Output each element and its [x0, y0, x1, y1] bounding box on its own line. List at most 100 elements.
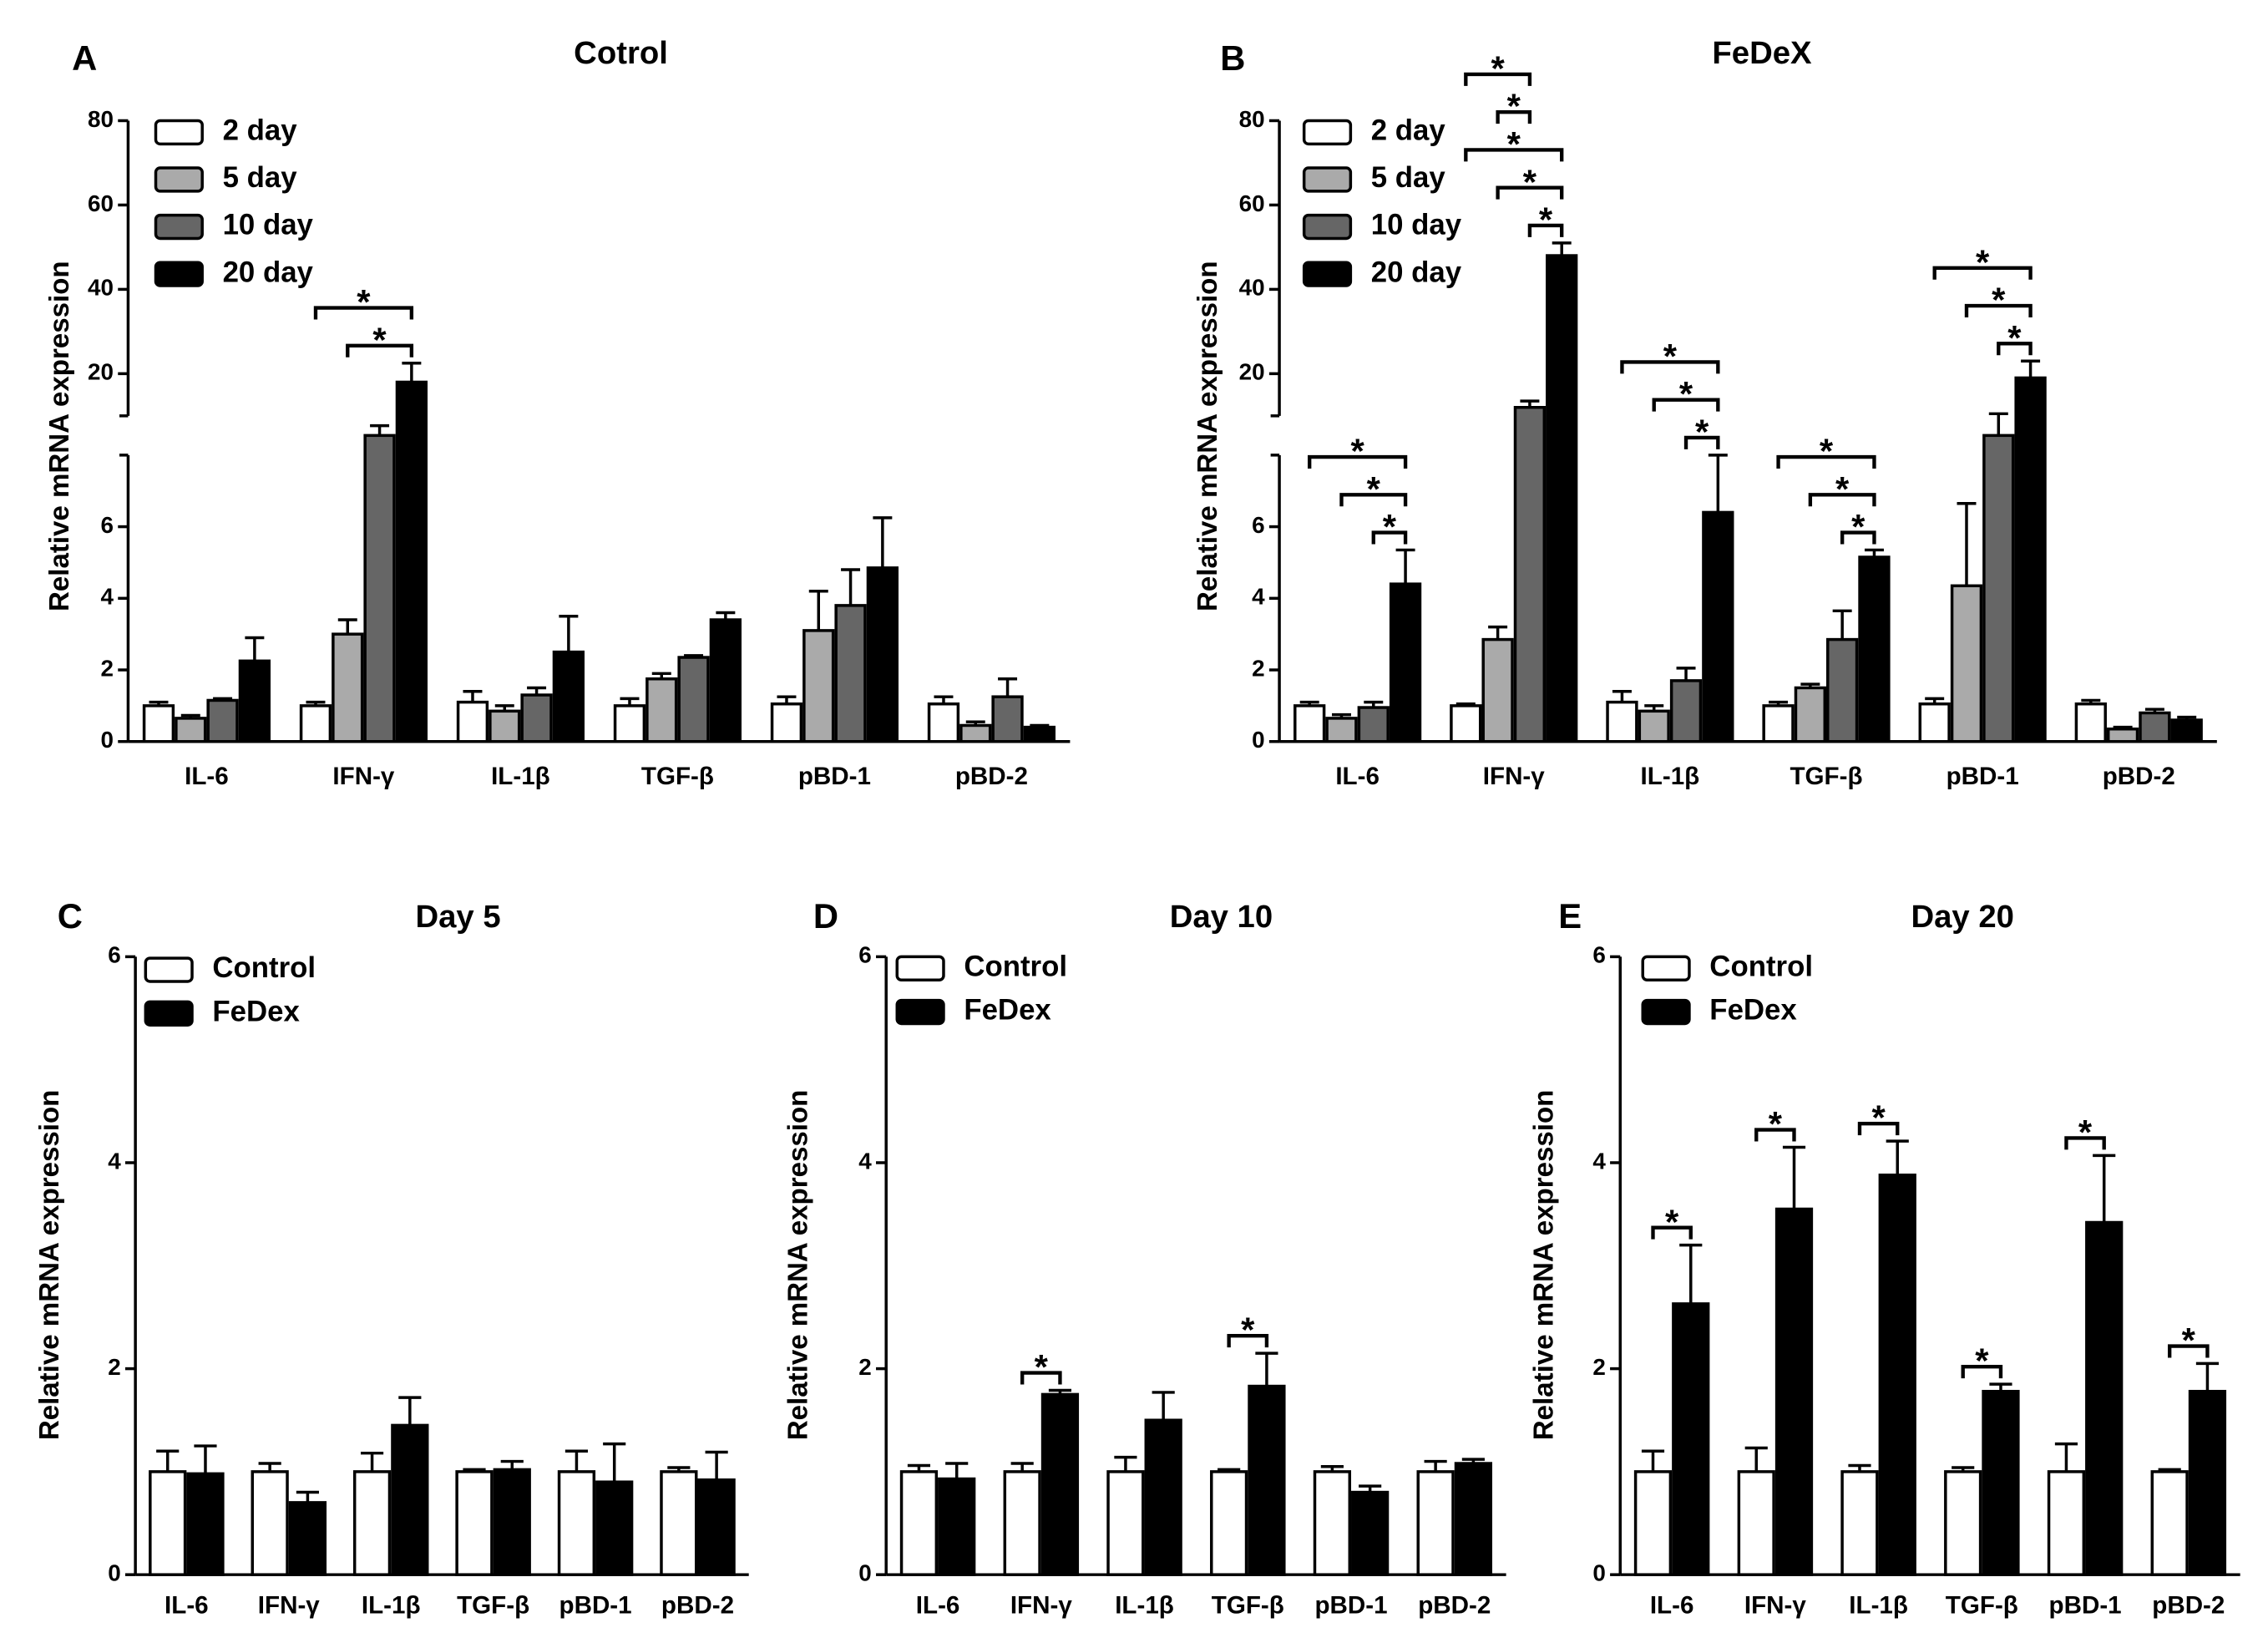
y-tick-label: 2: [108, 1354, 121, 1380]
significance-bracket: [1227, 1334, 1269, 1348]
significance-bracket: [2064, 1136, 2106, 1150]
legend-swatch: [1641, 955, 1691, 981]
bar: [552, 650, 585, 743]
x-tick-label: IL-6: [1335, 763, 1380, 790]
y-tick-label: 6: [1252, 512, 1265, 538]
legend-swatch: [1302, 166, 1353, 193]
panel: D Day 10 Relative mRNA expression 0 2 4 6 IL-6 I…: [782, 896, 1506, 1619]
x-tick-label: IL-6: [1650, 1591, 1694, 1619]
legend-label: FeDex: [212, 995, 300, 1027]
x-tick-label: IFN-γ: [332, 763, 394, 790]
y-tick-label: 0: [101, 727, 114, 753]
legend-swatch: [1302, 261, 1353, 287]
y-axis-label: Relative mRNA expression: [782, 1090, 813, 1441]
x-tick-label: pBD-2: [1418, 1591, 1491, 1619]
chart-title: Day 5: [415, 899, 500, 935]
y-tick-label: 40: [1239, 275, 1265, 301]
bar: [1826, 637, 1859, 743]
y-tick-label: 2: [1592, 1354, 1606, 1380]
legend-label: 2 day: [223, 114, 298, 147]
panel-label: B: [1220, 38, 1245, 78]
legend-label: 20 day: [223, 256, 314, 288]
x-tick-label: IFN-γ: [1483, 763, 1545, 790]
bar: [1858, 555, 1891, 743]
bar: [391, 1423, 429, 1576]
bar: [660, 1470, 698, 1576]
chart-title: Cotrol: [574, 35, 668, 71]
legend-label: Control: [1709, 951, 1813, 983]
bar: [1944, 1470, 1982, 1576]
bar: [1702, 510, 1734, 743]
y-tick-label: 60: [1239, 190, 1265, 216]
significance-bracket: [1464, 72, 1532, 86]
legend-swatch: [154, 119, 204, 146]
significance-label: *: [1665, 1202, 1679, 1241]
bar: [1918, 702, 1951, 743]
bar: [2085, 1220, 2124, 1576]
significance-bracket: [313, 306, 414, 320]
bar: [1040, 1392, 1080, 1576]
bar: [456, 700, 489, 743]
significance-bracket: [1932, 266, 2033, 280]
chart-title: Day 20: [1911, 899, 2013, 935]
significance-label: *: [1992, 281, 2006, 320]
significance-label: *: [1835, 469, 1850, 509]
panel: A Cotrol Relative mRNA expression 0 2 4 6 20 40 6…: [44, 35, 1071, 790]
y-tick-label: 0: [1592, 1560, 1606, 1586]
bar: [1762, 704, 1795, 743]
bar: [251, 1470, 289, 1576]
x-tick-label: pBD-1: [1314, 1591, 1387, 1619]
panel: E Day 20 Relative mRNA expression 0 2 4 6 IL-6 I…: [1528, 896, 2240, 1619]
bar: [206, 698, 239, 743]
bar: [1325, 717, 1358, 743]
significance-label: *: [1820, 432, 1834, 471]
y-tick-label: 6: [858, 942, 872, 968]
x-tick-label: pBD-1: [2049, 1591, 2122, 1619]
x-tick-label: IL-1β: [1849, 1591, 1908, 1619]
y-tick-label: 6: [101, 512, 114, 538]
bar: [1606, 700, 1638, 743]
bar: [395, 380, 428, 743]
significance-label: *: [1367, 469, 1381, 509]
bar: [288, 1501, 327, 1576]
bar: [991, 695, 1024, 743]
significance-label: *: [1769, 1104, 1783, 1144]
bar: [899, 1470, 939, 1576]
x-tick-label: IL-1β: [362, 1591, 421, 1619]
bar: [1672, 1302, 1710, 1576]
x-tick-label: IL-6: [916, 1591, 960, 1619]
bar: [1454, 1462, 1493, 1576]
significance-bracket: [1652, 398, 1720, 412]
bar: [595, 1480, 634, 1576]
y-tick-label: 4: [1252, 584, 1265, 610]
significance-label: *: [1383, 507, 1397, 546]
bar: [175, 717, 207, 743]
panel-label: A: [72, 38, 97, 78]
bar: [1546, 254, 1578, 743]
y-tick-label: 6: [1592, 942, 1606, 968]
x-tick-label: pBD-1: [1947, 763, 2019, 790]
bar: [959, 723, 992, 743]
bar: [1357, 706, 1390, 743]
significance-bracket: [1496, 185, 1564, 200]
bar: [834, 604, 867, 743]
bar: [1633, 1470, 1673, 1576]
significance-label: *: [2182, 1321, 2196, 1360]
y-axis-label: Relative mRNA expression: [1192, 261, 1223, 611]
panel-label: D: [813, 896, 838, 936]
significance-label: *: [1351, 432, 1365, 471]
significance-label: *: [2007, 318, 2022, 358]
bar: [1513, 406, 1547, 743]
x-tick-label: IFN-γ: [1744, 1591, 1806, 1619]
x-tick-label: IL-1β: [1641, 763, 1700, 790]
significance-bracket: [1997, 342, 2033, 356]
panel: C Day 5 Relative mRNA expression 0 2 4 6 IL-6 IF…: [34, 896, 749, 1619]
bar: [927, 702, 960, 743]
significance-bracket: [1961, 1365, 2003, 1379]
significance-label: *: [1663, 337, 1678, 376]
bar: [697, 1478, 736, 1576]
bar: [2074, 702, 2107, 743]
y-tick-label: 2: [101, 655, 114, 681]
bar: [2106, 728, 2139, 743]
significance-bracket: [1496, 110, 1532, 124]
